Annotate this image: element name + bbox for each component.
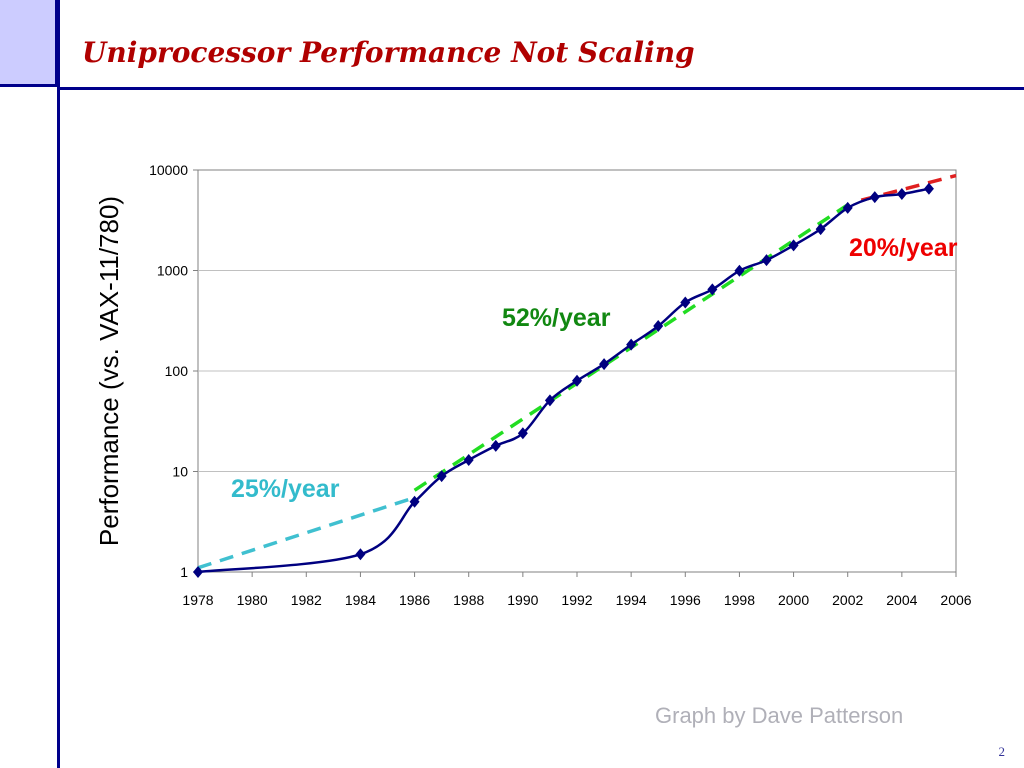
x-tick-label: 1988: [453, 592, 484, 608]
data-point-marker: [734, 264, 745, 277]
y-tick-labels: 1 10 100 1000 10000: [149, 162, 188, 580]
data-point-marker: [680, 296, 691, 309]
y-axis-label: Performance (vs. VAX-11/780): [94, 196, 124, 546]
trend-label-20: 20%/year: [849, 234, 958, 262]
x-tick-label: 2006: [940, 592, 971, 608]
data-point-marker: [761, 254, 772, 267]
x-tick-label: 1992: [561, 592, 592, 608]
performance-markers: [193, 182, 934, 578]
data-point-marker: [193, 566, 203, 578]
data-point-marker: [815, 223, 826, 236]
x-tick-label: 1994: [616, 592, 647, 608]
data-point-marker: [653, 320, 664, 333]
x-tick-label: 1986: [399, 592, 430, 608]
slide-title: Uniprocessor Performance Not Scaling: [82, 36, 695, 69]
x-tick-labels: 1978 1980 1982 1984 1986 1988 1990 1992 1994 1996…: [182, 592, 971, 608]
data-point-marker: [626, 338, 637, 351]
x-tick-label: 2004: [886, 592, 917, 608]
data-point-marker: [842, 201, 853, 214]
x-tick-label: 1998: [724, 592, 755, 608]
x-tick-label: 1978: [182, 592, 213, 608]
y-tick-label: 10000: [149, 162, 188, 178]
x-tick-label: 2000: [778, 592, 809, 608]
trend-line-20: [860, 173, 957, 202]
x-tick-label: 1980: [237, 592, 268, 608]
title-rule: [57, 87, 1024, 90]
data-point-marker: [869, 191, 880, 204]
data-point-marker: [517, 427, 528, 440]
page-number: 2: [998, 744, 1006, 759]
corner-accent-box: [0, 0, 58, 87]
y-tick-label: 10: [172, 464, 188, 480]
data-point-marker: [896, 188, 907, 201]
trend-line-25: [197, 495, 416, 570]
data-point-marker: [707, 283, 718, 296]
data-point-marker: [599, 358, 610, 371]
x-tick-label: 1990: [507, 592, 538, 608]
y-tick-label: 1000: [157, 263, 188, 279]
graph-credit: Graph by Dave Patterson: [655, 703, 904, 728]
data-point-marker: [572, 374, 582, 387]
x-tick-label: 1982: [291, 592, 322, 608]
data-point-marker: [436, 470, 447, 483]
trend-label-52: 52%/year: [502, 304, 611, 332]
data-point-marker: [409, 495, 420, 508]
data-point-marker: [490, 439, 501, 452]
x-tick-label: 1996: [670, 592, 701, 608]
y-tick-label: 1: [180, 564, 188, 580]
y-tick-label: 100: [165, 363, 189, 379]
x-tick-label: 2002: [832, 592, 863, 608]
data-point-marker: [923, 182, 934, 195]
vertical-rule: [57, 0, 60, 768]
trend-label-25: 25%/year: [231, 475, 340, 503]
data-point-marker: [544, 394, 555, 407]
data-point-marker: [788, 239, 799, 252]
data-point-marker: [355, 548, 366, 561]
x-tick-label: 1984: [345, 592, 376, 608]
data-point-marker: [463, 454, 474, 467]
